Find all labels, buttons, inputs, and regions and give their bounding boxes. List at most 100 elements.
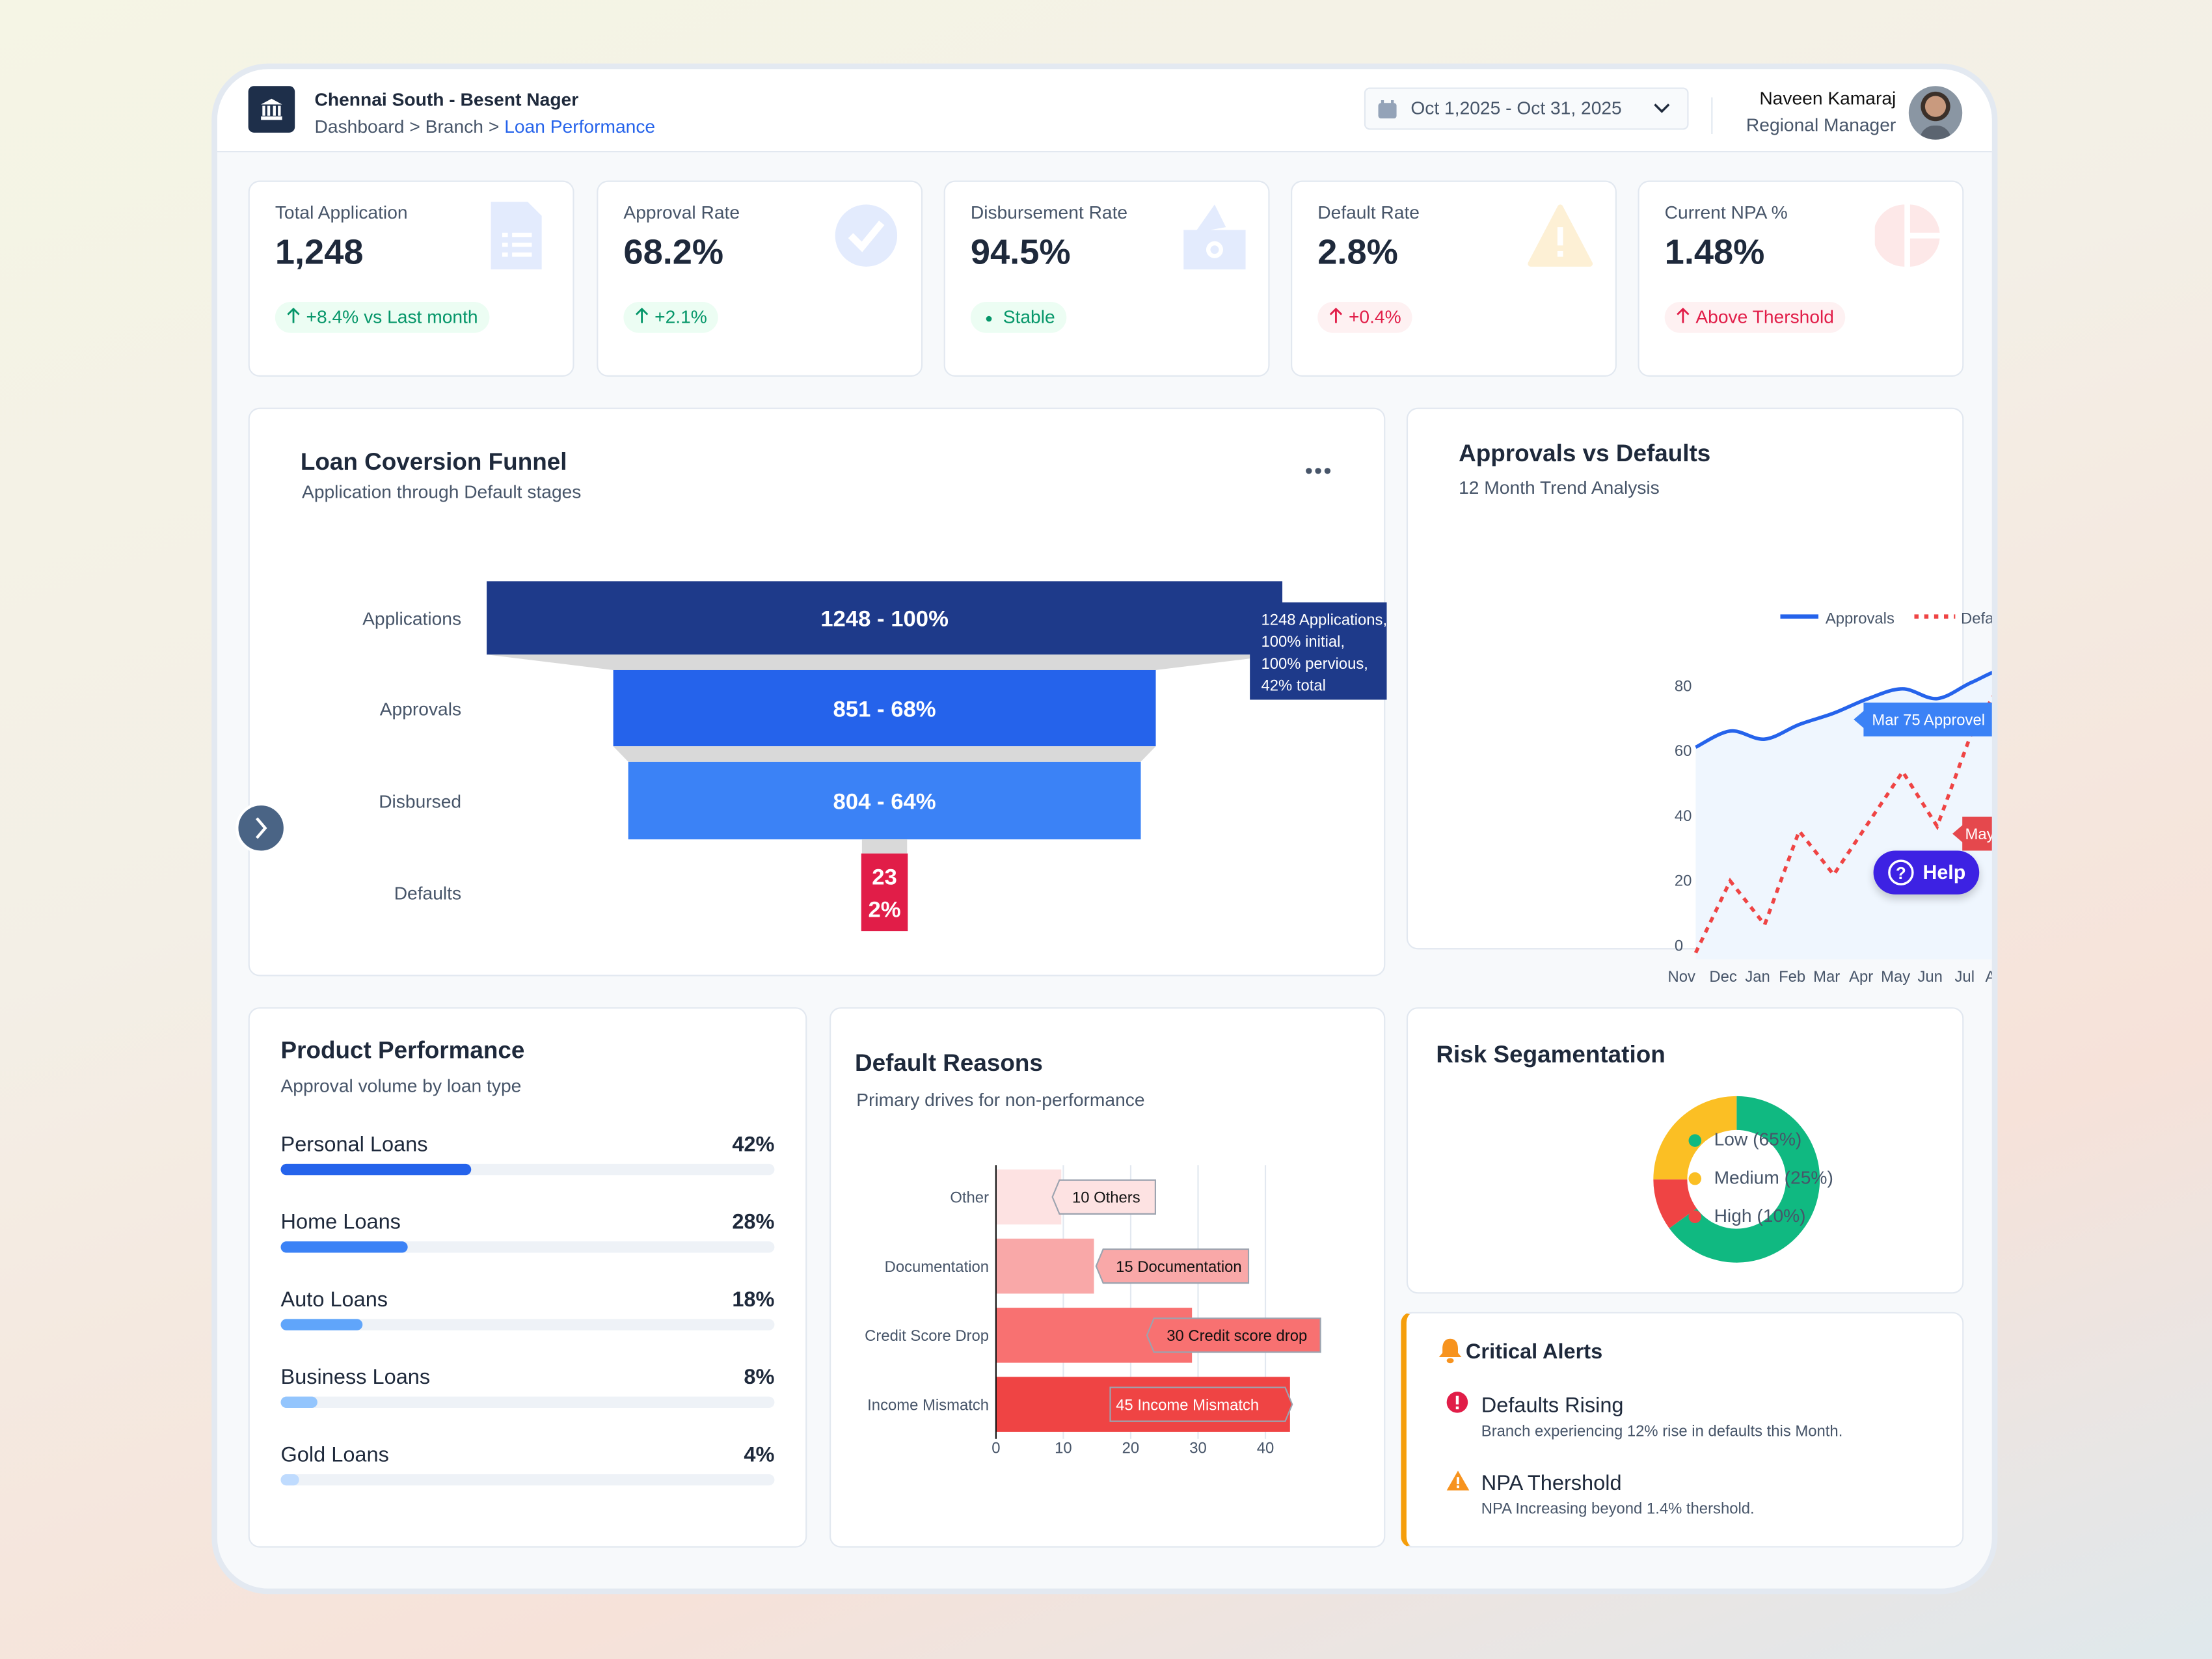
funnel-stage-label: Defaults (394, 882, 461, 903)
alert-description: Branch experiencing 12% rise in defaults… (1481, 1423, 1843, 1440)
funnel-stage-label: Disbursed (379, 790, 461, 811)
calendar-icon (1378, 100, 1397, 119)
product-progress-track (280, 1163, 775, 1176)
x-tick: Feb (1779, 968, 1805, 986)
bank-icon (248, 86, 295, 133)
dot-icon (986, 315, 992, 321)
breadcrumb-separator: > (409, 115, 420, 137)
x-tick: Jan (1745, 968, 1770, 986)
kpi-trend-badge: +0.4% (1317, 302, 1413, 333)
default-reasons-card: Default Reasons Primary drives for non-p… (830, 1007, 1386, 1548)
kpi-card-current-npa[interactable]: Current NPA % 1.48% Above Thershold (1638, 180, 1964, 377)
approvals-annotation (1854, 702, 1992, 736)
date-range-picker[interactable]: Oct 1,2025 - Oct 31, 2025 (1364, 87, 1689, 130)
kpi-trend-text: +2.1% (654, 306, 707, 328)
x-tick: 10 (1055, 1439, 1072, 1457)
x-tick: Nov (1667, 968, 1695, 986)
kpi-title: Total Application (275, 202, 408, 223)
dashboard-window: Chennai South - Besent Nager Dashboard >… (211, 63, 1998, 1595)
product-label: Home Loans (280, 1210, 401, 1235)
date-range-text: Oct 1,2025 - Oct 31, 2025 (1410, 97, 1622, 119)
bar-documentation (995, 1238, 1094, 1294)
risk-title: Risk Segamentation (1436, 1041, 1666, 1068)
divider (1711, 97, 1713, 134)
kpi-trend-badge: +8.4% vs Last month (275, 302, 489, 333)
arrow-up-icon (287, 307, 300, 323)
donut-slice-high (1653, 1179, 1697, 1228)
question-icon: ? (1888, 859, 1914, 885)
warning-icon (1446, 1470, 1470, 1490)
x-tick: Aug (1986, 968, 1998, 986)
kpi-trend-text: +0.4% (1348, 306, 1401, 328)
legend-dot (1688, 1172, 1702, 1185)
legend-defaults-label: Defaults (1961, 610, 1997, 627)
breadcrumb-current[interactable]: Loan Performance (504, 115, 656, 137)
product-progress-track (280, 1241, 775, 1253)
reasons-chart: 0 10 20 30 40 Other 10 Others Documentation 15 D… (865, 1165, 1321, 1457)
bar-other (995, 1169, 1062, 1225)
category-label: Documentation (885, 1258, 989, 1276)
risk-donut (1653, 1096, 1820, 1263)
kpi-trend-text: Above Thershold (1695, 306, 1834, 328)
product-progress-fill (280, 1319, 363, 1330)
product-label: Gold Loans (280, 1443, 389, 1468)
tooltip-line: 42% total (1261, 677, 1326, 694)
alert-title: NPA Thershold (1481, 1471, 1622, 1496)
header: Chennai South - Besent Nager Dashboard >… (217, 69, 1992, 153)
kpi-card-disbursement-rate[interactable]: Disbursement Rate 94.5% Stable (943, 180, 1270, 377)
legend-approvals-label: Approvals (1826, 610, 1895, 627)
user-name: Naveen Kamaraj (1759, 87, 1896, 109)
alerts-title: Critical Alerts (1465, 1340, 1603, 1364)
funnel-connector (613, 746, 1156, 762)
x-tick: 0 (991, 1439, 1000, 1457)
product-progress-track (280, 1396, 775, 1409)
kpi-card-approval-rate[interactable]: Approval Rate 68.2% +2.1% (597, 180, 923, 377)
product-title: Product Performance (280, 1036, 525, 1064)
x-tick: Jul (1955, 968, 1975, 986)
check-circle-icon (834, 199, 899, 273)
defaults-annotation (1952, 816, 1992, 851)
product-progress-fill (280, 1474, 299, 1486)
legend-dot (1688, 1210, 1702, 1224)
data-label: 15 Documentation (1116, 1258, 1242, 1276)
kpi-card-default-rate[interactable]: Default Rate 2.8% +0.4% (1291, 180, 1617, 377)
document-icon (485, 199, 550, 273)
kpi-title: Approval Rate (623, 202, 740, 223)
defaults-line (1693, 695, 1992, 954)
x-tick: May (1881, 968, 1910, 986)
kpi-title: Default Rate (1317, 202, 1420, 223)
arrow-up-icon (635, 307, 649, 323)
kpi-title: Disbursement Rate (970, 202, 1128, 223)
x-tick: Dec (1709, 968, 1736, 986)
collapse-sidebar-button[interactable] (236, 802, 287, 854)
breadcrumb-dashboard[interactable]: Dashboard (314, 115, 405, 137)
data-label: 45 Income Mismatch (1116, 1396, 1259, 1414)
funnel-card: Loan Coversion Funnel Application throug… (248, 407, 1387, 977)
user-role: Regional Manager (1746, 114, 1896, 136)
legend-item: High (10%) (1688, 1205, 1806, 1226)
x-tick: 20 (1122, 1439, 1140, 1457)
product-subtitle: Approval volume by loan type (280, 1075, 522, 1096)
data-label: 10 Others (1072, 1189, 1140, 1207)
product-performance-card: Product Performance Approval volume by l… (248, 1007, 807, 1548)
defaults-annotation-text: May 2.8 defaults (1965, 826, 1998, 843)
category-label: Other (950, 1189, 989, 1207)
y-left-tick: 40 (1675, 807, 1692, 825)
kpi-value: 1,248 (275, 232, 364, 273)
breadcrumb-branch[interactable]: Branch (425, 115, 484, 137)
tooltip-box (1241, 602, 1387, 700)
breadcrumb-separator: > (488, 115, 500, 137)
product-label: Business Loans (280, 1365, 431, 1390)
funnel-value-label: 851 - 68% (833, 697, 936, 722)
reasons-title: Default Reasons (855, 1049, 1043, 1077)
help-button[interactable]: ? Help (1873, 850, 1980, 895)
tooltip-line: 1248 Applications, (1261, 612, 1387, 629)
kpi-trend-badge: Stable (970, 302, 1067, 333)
money-icon (1181, 199, 1246, 273)
more-icon[interactable]: ••• (1304, 459, 1333, 484)
arrow-up-icon (1677, 307, 1690, 323)
legend-item: Low (65%) (1688, 1129, 1801, 1150)
avatar[interactable] (1908, 86, 1963, 140)
kpi-card-total-application[interactable]: Total Application 1,248 +8.4% vs Last mo… (248, 180, 574, 377)
